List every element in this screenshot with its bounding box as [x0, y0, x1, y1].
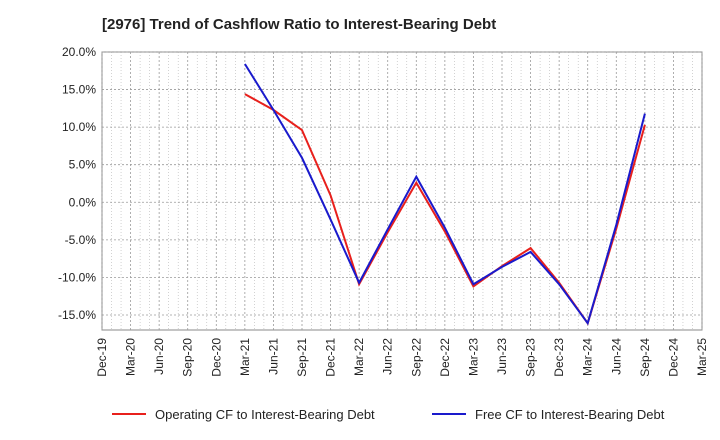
x-tick-label: Dec-19	[95, 338, 109, 377]
y-tick-label: 0.0%	[69, 195, 97, 209]
x-tick-label: Sep-24	[638, 338, 652, 377]
x-tick-label: Sep-20	[181, 338, 195, 377]
x-tick-label: Sep-21	[295, 338, 309, 377]
x-tick-label: Mar-25	[695, 338, 709, 376]
x-tick-label: Jun-20	[152, 338, 166, 375]
y-tick-label: 20.0%	[62, 45, 96, 59]
x-tick-label: Mar-24	[581, 338, 595, 376]
x-tick-label: Mar-23	[466, 338, 480, 376]
x-tick-label: Dec-20	[209, 338, 223, 377]
x-tick-label: Jun-23	[495, 338, 509, 375]
x-tick-label: Jun-24	[609, 338, 623, 375]
legend-label-1: Operating CF to Interest-Bearing Debt	[155, 407, 375, 422]
y-tick-label: 10.0%	[62, 120, 96, 134]
chart-title: [2976] Trend of Cashflow Ratio to Intere…	[102, 16, 497, 33]
x-tick-label: Mar-20	[124, 338, 138, 376]
y-tick-label: -10.0%	[58, 270, 96, 284]
x-tick-label: Dec-21	[324, 338, 338, 377]
series-line-2	[244, 63, 646, 326]
x-tick-label: Jun-22	[381, 338, 395, 375]
y-tick-label: -5.0%	[65, 233, 97, 247]
x-tick-label: Dec-22	[438, 338, 452, 377]
legend-label-2: Free CF to Interest-Bearing Debt	[475, 407, 665, 422]
x-tick-label: Dec-23	[552, 338, 566, 377]
plot-area	[101, 51, 703, 331]
y-tick-label: 5.0%	[69, 158, 97, 172]
x-tick-label: Sep-22	[409, 338, 423, 377]
x-tick-label: Jun-21	[266, 338, 280, 375]
x-tick-label: Mar-22	[352, 338, 366, 376]
x-tick-label: Mar-21	[238, 338, 252, 376]
x-tick-label: Sep-23	[524, 338, 538, 377]
x-tick-label: Dec-24	[666, 338, 680, 377]
y-tick-label: 15.0%	[62, 83, 96, 97]
y-tick-label: -15.0%	[58, 308, 96, 322]
